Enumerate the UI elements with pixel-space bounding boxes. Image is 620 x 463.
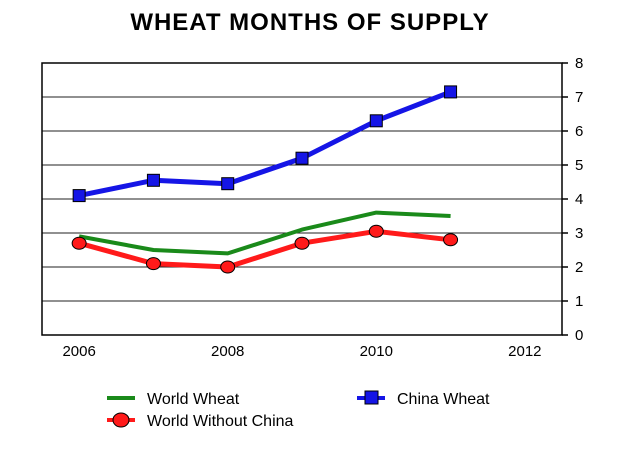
series-world-without-china	[71, 224, 459, 274]
y-tick-label: 6	[575, 123, 583, 140]
legend-item: China Wheat	[357, 390, 490, 408]
y-tick-label: 0	[575, 327, 583, 344]
x-tick-label: 2006	[62, 343, 95, 360]
legend-item: World Wheat	[107, 391, 240, 408]
data-point	[368, 224, 384, 238]
y-tick-label: 8	[575, 55, 583, 72]
x-axis-ticks: 2006 2008 2010 2012	[62, 343, 541, 360]
series-line	[78, 210, 451, 256]
legend-label: World Without China	[147, 413, 294, 430]
x-tick-label: 2010	[360, 343, 393, 360]
data-point	[146, 173, 160, 187]
x-tick-label: 2012	[508, 343, 541, 360]
series-china-wheat	[72, 85, 458, 203]
y-axis-ticks: 0 1 2 3 4 5 6 7 8	[562, 55, 583, 344]
series-world-wheat	[78, 210, 451, 256]
y-tick-label: 7	[575, 89, 583, 106]
y-tick-label: 4	[575, 191, 583, 208]
series-line	[78, 89, 452, 199]
data-point	[72, 189, 86, 203]
data-point	[443, 233, 459, 247]
legend-label: World Wheat	[147, 391, 240, 408]
data-point	[71, 236, 87, 250]
series-line	[78, 228, 451, 270]
y-tick-label: 2	[575, 259, 583, 276]
data-point	[294, 236, 310, 250]
chart-title: WHEAT MONTHS OF SUPPLY	[130, 9, 489, 36]
data-point	[369, 114, 383, 128]
data-point	[145, 257, 161, 271]
legend-marker	[364, 390, 379, 405]
x-tick-label: 2008	[211, 343, 244, 360]
y-tick-label: 5	[575, 157, 583, 174]
data-point	[220, 260, 236, 274]
legend-label: China Wheat	[397, 391, 490, 408]
data-point	[295, 151, 309, 165]
data-point	[444, 85, 458, 99]
y-tick-label: 1	[575, 293, 583, 310]
legend-marker	[112, 412, 130, 428]
legend-item: World Without China	[107, 412, 294, 430]
series-layer	[71, 85, 459, 274]
data-point	[221, 177, 235, 191]
gridlines	[42, 96, 562, 302]
legend: World Wheat China Wheat World Without Chin…	[107, 390, 490, 430]
y-tick-label: 3	[575, 225, 583, 242]
